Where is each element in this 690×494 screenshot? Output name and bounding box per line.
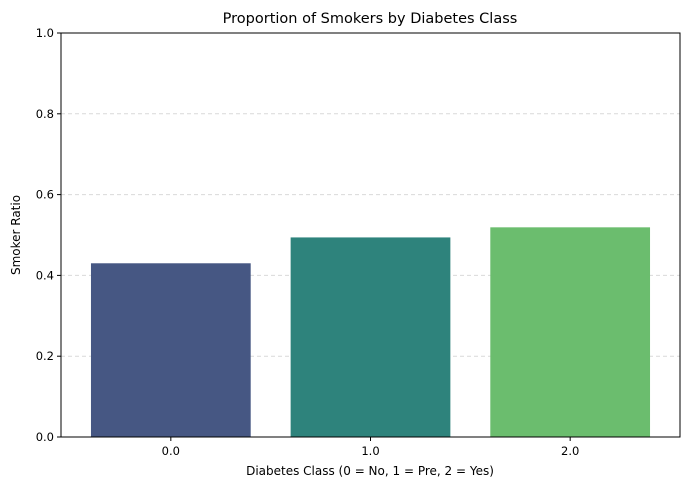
x-tick-label: 0.0 bbox=[162, 444, 180, 458]
bar-2.0 bbox=[490, 227, 651, 437]
y-axis: 0.0 0.2 0.4 0.6 0.8 1.0 bbox=[36, 26, 61, 444]
y-tick-label: 0.6 bbox=[36, 188, 54, 202]
x-tick-label: 1.0 bbox=[361, 444, 379, 458]
y-tick-label: 0.8 bbox=[36, 107, 54, 121]
y-axis-label: Smoker Ratio bbox=[9, 195, 23, 275]
x-tick-label: 2.0 bbox=[561, 444, 579, 458]
chart-title: Proportion of Smokers by Diabetes Class bbox=[223, 11, 518, 27]
x-axis: 0.0 1.0 2.0 bbox=[162, 437, 579, 458]
y-tick-label: 0.0 bbox=[36, 430, 54, 444]
y-tick-label: 1.0 bbox=[36, 26, 54, 40]
x-axis-label: Diabetes Class (0 = No, 1 = Pre, 2 = Yes… bbox=[246, 464, 494, 478]
bar-1.0 bbox=[290, 237, 451, 437]
bars bbox=[90, 227, 651, 437]
y-tick-label: 0.2 bbox=[36, 349, 54, 363]
bar-0.0 bbox=[90, 263, 251, 437]
y-tick-label: 0.4 bbox=[36, 268, 54, 282]
